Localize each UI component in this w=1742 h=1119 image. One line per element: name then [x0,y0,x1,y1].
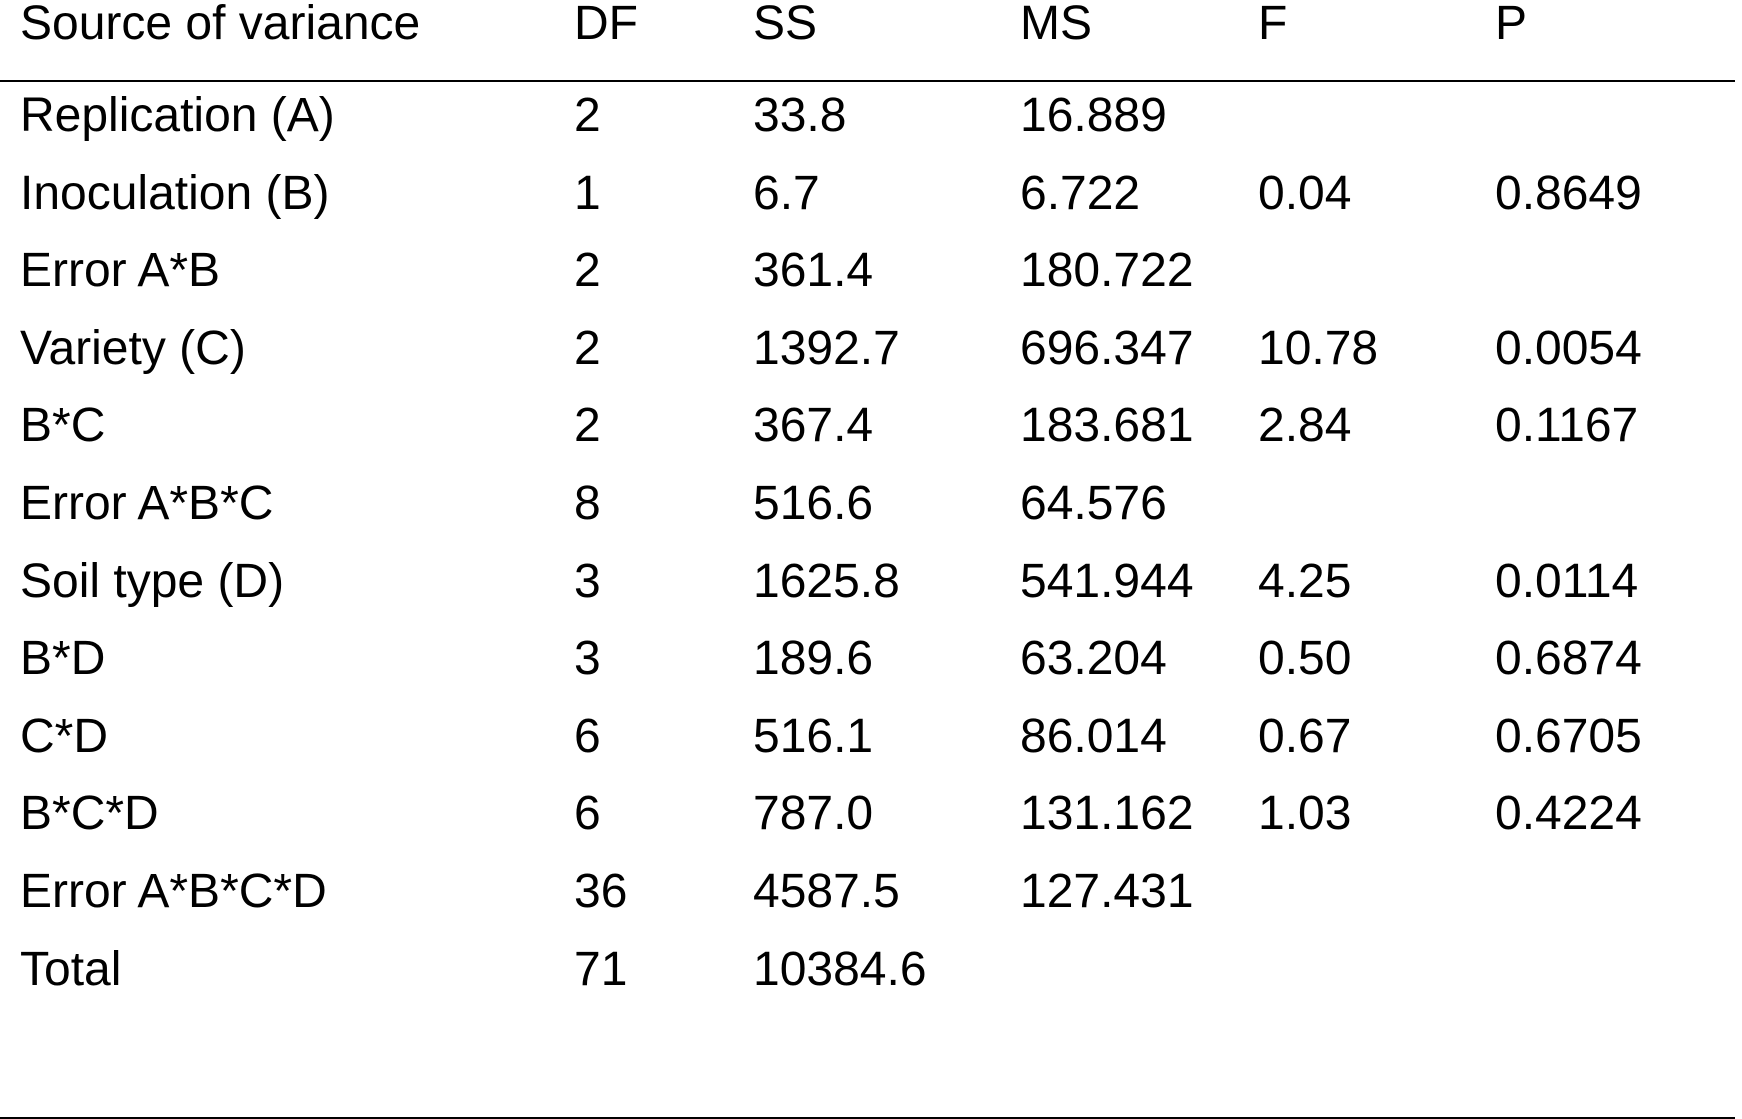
source-cell: B*C [20,399,106,453]
p-cell: 0.0054 [1495,321,1642,375]
df-cell: 6 [574,787,601,841]
source-cell: Variety (C) [20,321,246,375]
df-cell: 2 [574,244,601,298]
ms-cell: 63.204 [1020,632,1167,686]
anova-table: Source of variance DF SS MS F P [0,0,1735,82]
p-cell: 0.4224 [1495,787,1642,841]
df-cell: 1 [574,166,601,220]
ss-cell: 1392.7 [753,321,900,375]
ss-cell: 516.6 [753,477,874,530]
ss-cell: 189.6 [753,632,874,686]
f-cell: 2.84 [1258,399,1352,453]
f-cell: 0.67 [1258,709,1352,763]
ss-cell: 361.4 [753,244,874,298]
table-row: B*C 2 367.4 183.681 2.84 0.1167 [0,372,1735,458]
ms-cell: 6.722 [1020,166,1141,220]
source-cell: Error A*B*C*D [20,865,327,918]
ms-cell: 541.944 [1020,554,1194,608]
header-ms: MS [1020,0,1092,50]
df-cell: 2 [574,321,601,375]
table-row: Variety (C) 2 1392.7 696.347 10.78 0.0054 [0,295,1735,381]
df-cell: 36 [574,865,628,918]
p-cell: 0.6705 [1495,709,1642,763]
table-row: Error A*B*C*D 36 4587.5 127.431 [0,838,1735,924]
table-row: Error A*B*C 8 516.6 64.576 [0,450,1735,536]
df-cell: 71 [574,942,628,996]
source-cell: Error A*B*C [20,477,274,530]
table-row: Total 71 10384.6 [0,916,1735,1002]
p-cell: 0.0114 [1495,554,1639,608]
header-ss: SS [753,0,818,50]
df-cell: 8 [574,477,601,530]
p-cell: 0.6874 [1495,632,1642,686]
table-row: Error A*B 2 361.4 180.722 [0,217,1735,303]
header-p: P [1495,0,1528,50]
table-row: B*D 3 189.6 63.204 0.50 0.6874 [0,605,1735,691]
df-cell: 3 [574,554,601,608]
df-cell: 6 [574,709,601,763]
df-cell: 3 [574,632,601,686]
header-f: F [1258,0,1288,50]
ms-cell: 16.889 [1020,89,1167,142]
source-cell: B*D [20,632,106,686]
f-cell: 0.04 [1258,166,1352,220]
source-cell: C*D [20,709,109,763]
ss-cell: 367.4 [753,399,874,453]
source-cell: Inoculation (B) [20,166,330,220]
ss-cell: 4587.5 [753,865,900,918]
ms-cell: 127.431 [1020,865,1194,918]
df-cell: 2 [574,399,601,453]
header-source-of-variance: Source of variance [20,0,421,50]
ss-cell: 1625.8 [753,554,900,608]
ms-cell: 180.722 [1020,244,1194,298]
table-row: Soil type (D) 3 1625.8 541.944 4.25 0.0114 [0,528,1735,614]
ms-cell: 696.347 [1020,321,1194,375]
ms-cell: 183.681 [1020,399,1194,453]
source-cell: Error A*B [20,244,221,298]
f-cell: 0.50 [1258,632,1352,686]
source-cell: Soil type (D) [20,554,285,608]
ss-cell: 10384.6 [753,942,927,996]
table-row: B*C*D 6 787.0 131.162 1.03 0.4224 [0,760,1735,846]
p-cell: 0.1167 [1495,399,1639,453]
ss-cell: 787.0 [753,787,874,841]
ms-cell: 86.014 [1020,709,1167,763]
f-cell: 10.78 [1258,321,1379,375]
header-df: DF [574,0,638,50]
table-row: Inoculation (B) 1 6.7 6.722 0.04 0.8649 [0,140,1735,226]
ss-cell: 516.1 [753,709,874,763]
ss-cell: 6.7 [753,166,820,220]
source-cell: B*C*D [20,787,159,841]
table-header-row: Source of variance DF SS MS F P [0,0,1735,82]
ss-cell: 33.8 [753,89,847,142]
table-row: Replication (A) 2 33.8 16.889 [0,62,1735,148]
f-cell: 1.03 [1258,787,1352,841]
source-cell: Replication (A) [20,89,335,142]
f-cell: 4.25 [1258,554,1352,608]
source-cell: Total [20,942,122,996]
df-cell: 2 [574,89,601,142]
p-cell: 0.8649 [1495,166,1642,220]
ms-cell: 131.162 [1020,787,1194,841]
ms-cell: 64.576 [1020,477,1167,530]
table-row: C*D 6 516.1 86.014 0.67 0.6705 [0,683,1735,769]
